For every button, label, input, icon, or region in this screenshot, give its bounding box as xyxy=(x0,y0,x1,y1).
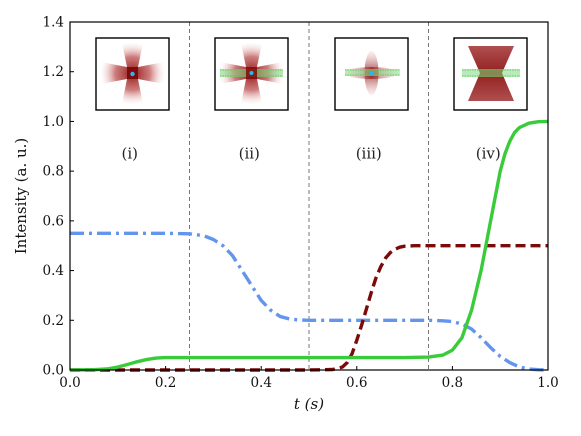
x-axis-label: t (s) xyxy=(294,395,324,413)
phase-labels: (i) (ii) (iii) (iv) xyxy=(121,145,500,163)
phase-label: (iv) xyxy=(476,145,501,163)
y-tick-label: 1.0 xyxy=(43,114,64,130)
cyan-dot-icon xyxy=(130,71,135,77)
phase-label: (ii) xyxy=(239,145,260,163)
x-axis: 0.0 0.2 0.4 0.6 0.8 1.0 xyxy=(59,366,559,391)
y-tick-label: 0.4 xyxy=(43,263,64,279)
x-tick-label: 0.8 xyxy=(442,375,463,391)
x-tick-label: 0.2 xyxy=(155,375,176,391)
inset-i xyxy=(95,37,170,111)
phase-boundaries xyxy=(189,22,429,370)
y-axis: 0.0 0.2 0.4 0.6 0.8 1.0 1.2 1.4 xyxy=(43,15,74,379)
x-tick-label: 1.0 xyxy=(537,375,558,391)
y-tick-label: 0.6 xyxy=(43,213,64,229)
y-axis-label: Intensity (a. u.) xyxy=(12,138,30,255)
x-tick-label: 0.4 xyxy=(250,375,271,391)
inset-ii xyxy=(214,37,289,111)
y-tick-label: 0.2 xyxy=(43,313,64,329)
series-line-3 xyxy=(69,119,549,372)
cyan-dot-icon xyxy=(369,71,374,75)
phase-label: (i) xyxy=(121,145,138,163)
phase-insets xyxy=(95,37,528,111)
y-tick-label: 1.4 xyxy=(43,15,64,31)
y-tick-label: 0.0 xyxy=(43,363,64,379)
inset-iii xyxy=(334,37,409,111)
cyan-dot-icon xyxy=(249,71,254,75)
x-tick-label: 0.0 xyxy=(59,375,80,391)
plot-frame xyxy=(69,21,549,371)
y-tick-label: 1.2 xyxy=(43,64,64,80)
phase-label: (iii) xyxy=(356,145,382,163)
x-tick-label: 0.6 xyxy=(346,375,367,391)
y-tick-label: 0.8 xyxy=(43,164,64,180)
inset-iv xyxy=(453,37,528,111)
series-line-1 xyxy=(70,231,549,372)
